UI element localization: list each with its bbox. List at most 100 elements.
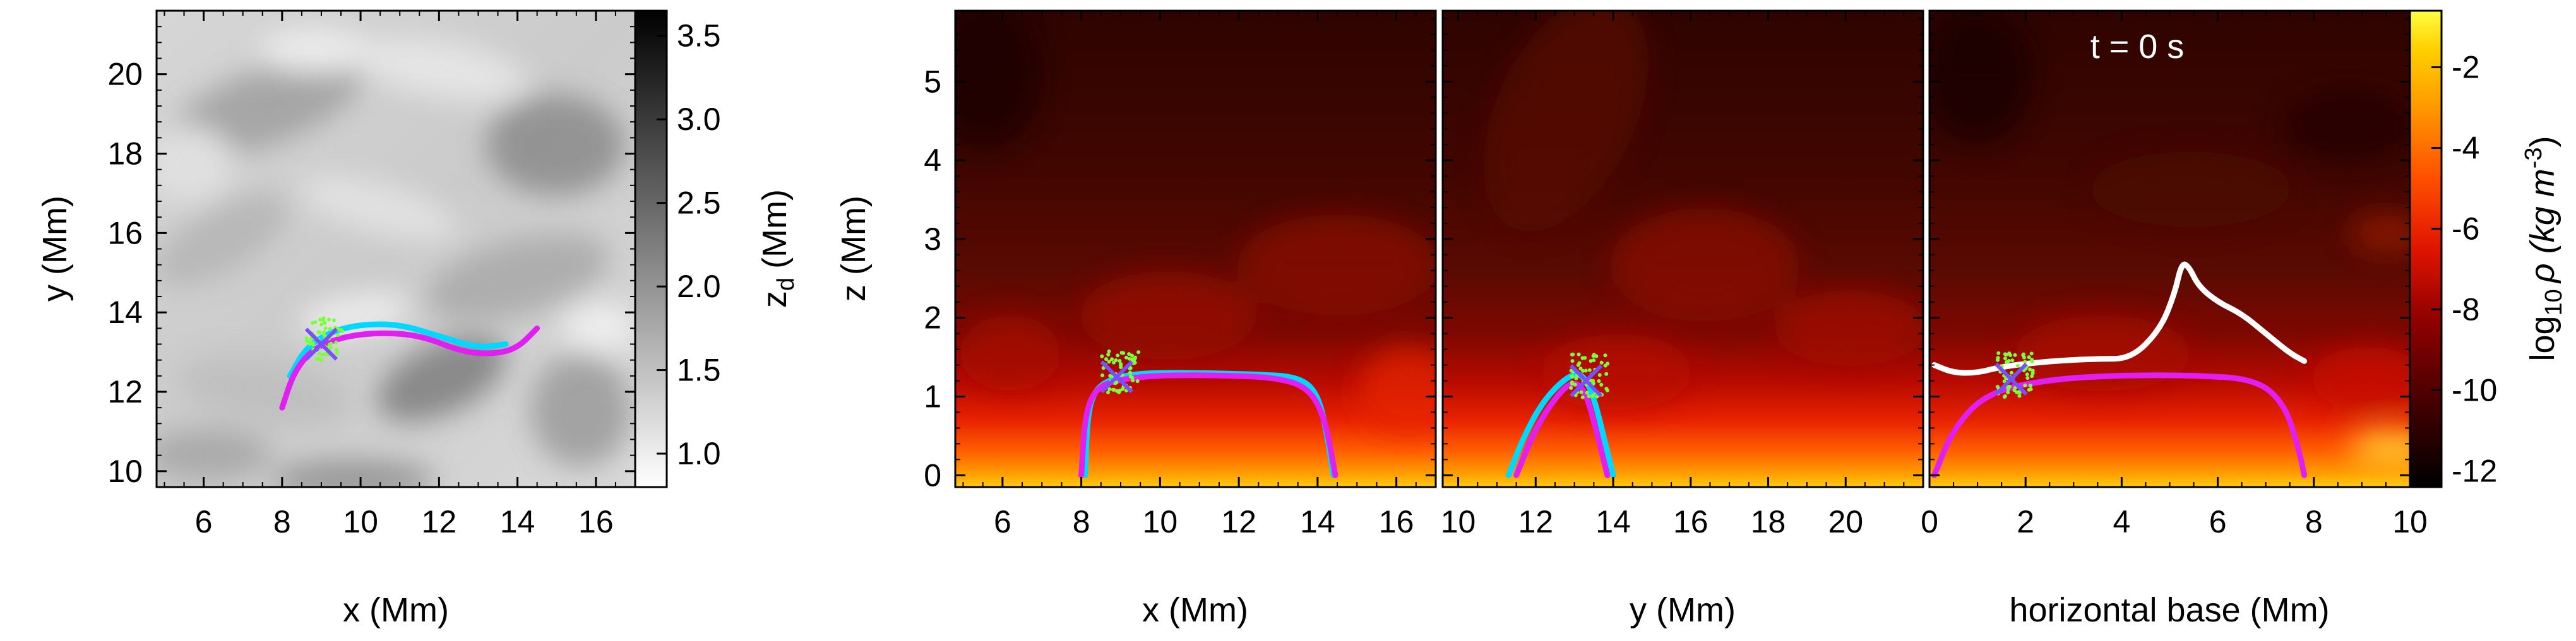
- colorbar-tick-label: -6: [2452, 211, 2479, 247]
- particle-dot: [314, 356, 319, 361]
- y-tick-label: 12: [107, 374, 143, 409]
- colorbar-tick-label: -10: [2452, 372, 2497, 408]
- particle-dot: [1128, 367, 1132, 371]
- colorbar-tick-label: 2.5: [677, 185, 721, 221]
- particle-dot: [2021, 352, 2025, 356]
- colorbar-tick-label: 3.5: [677, 18, 721, 54]
- particle-dot: [2023, 383, 2027, 387]
- particle-dot: [1570, 359, 1575, 363]
- particle-dot: [316, 330, 321, 334]
- particle-dot: [2017, 394, 2022, 398]
- p4-field-lines: [1931, 261, 2308, 478]
- particle-dot: [1996, 358, 2000, 362]
- particle-dot: [1119, 362, 1123, 367]
- x-tick-label: 10: [1441, 504, 1476, 539]
- particle-dot: [307, 342, 312, 346]
- x-tick-label: 10: [1143, 504, 1178, 539]
- x-tick-label: 8: [273, 504, 291, 539]
- panel-side-loop: t = 0 s: [1929, 11, 2410, 487]
- particle-dot: [2013, 353, 2017, 357]
- particle-dot: [1603, 353, 1607, 358]
- particle-dot: [2006, 390, 2010, 394]
- particle-dot: [1117, 390, 1121, 394]
- x-tick-label: 16: [1673, 504, 1708, 539]
- particle-dot: [1597, 379, 1601, 384]
- particle-dot: [1118, 358, 1122, 363]
- particle-dot: [2029, 387, 2033, 391]
- x-tick-label: 14: [500, 504, 535, 539]
- particle-dot: [2030, 374, 2034, 379]
- time-label: t = 0 s: [2090, 28, 2185, 66]
- particle-dot: [1589, 359, 1593, 363]
- particle-dot: [2023, 360, 2027, 364]
- particle-dot: [1599, 360, 1604, 365]
- x-tick-label: 20: [1828, 504, 1863, 539]
- particle-dot: [323, 320, 327, 325]
- x-tick-label: 12: [422, 504, 457, 539]
- particle-dot: [1110, 357, 1114, 362]
- x-tick-label: 12: [1221, 504, 1256, 539]
- p4-xlabel: horizontal base (Mm): [2009, 591, 2329, 629]
- colorbar-tick-label: 1.5: [677, 353, 721, 388]
- y-tick-label: 16: [107, 215, 143, 250]
- x-tick-label: 16: [1379, 504, 1414, 539]
- particle-dot: [1107, 349, 1111, 353]
- colorbar-zd-label: zd(Mm): [756, 189, 799, 308]
- p3-xlabel: y (Mm): [1630, 591, 1736, 629]
- particle-dot: [2010, 358, 2015, 363]
- particle-dot: [1570, 380, 1574, 385]
- field-line: [1505, 372, 1616, 478]
- y-tick-label: 2: [924, 300, 941, 336]
- particle-dot: [1569, 386, 1573, 391]
- particle-dot: [1585, 391, 1589, 395]
- p3-field-lines: [1505, 372, 1616, 478]
- particle-dot: [1135, 379, 1140, 384]
- particle-dot: [328, 327, 332, 331]
- panel-top-view: [157, 11, 635, 487]
- particle-dot: [1578, 367, 1583, 371]
- y-tick-label: 18: [107, 136, 143, 172]
- particle-dot: [1577, 361, 1582, 365]
- particle-dot: [2002, 379, 2007, 384]
- x-tick-label: 10: [2392, 504, 2428, 539]
- particle-dot: [318, 317, 323, 322]
- particle-dot: [304, 336, 309, 340]
- particle-dot: [334, 340, 338, 344]
- particle-dot: [1127, 356, 1131, 361]
- particle-dot: [2015, 363, 2020, 368]
- particle-dot: [1581, 368, 1585, 373]
- particle-dot: [1119, 351, 1124, 355]
- x-tick-label: 14: [1595, 504, 1631, 539]
- particle-dot: [335, 348, 339, 352]
- particle-dot: [320, 352, 325, 356]
- particle-dot: [2006, 387, 2010, 391]
- p1-xlabel: x (Mm): [343, 591, 449, 629]
- particle-dot: [1571, 352, 1575, 356]
- particle-dot: [331, 318, 336, 322]
- y-tick-label: 20: [107, 57, 143, 92]
- panel-side-y: [1443, 11, 1923, 487]
- x-tick-label: 6: [2209, 504, 2227, 539]
- particle-dot: [2029, 351, 2034, 356]
- particle-dot: [318, 351, 322, 356]
- y-tick-label: 14: [107, 295, 143, 330]
- field-line: [1078, 372, 1339, 478]
- particle-dot: [1603, 363, 1607, 368]
- x-tick-label: 4: [2113, 504, 2130, 539]
- p4-ticks: 0 2 4 6 8 10: [1921, 11, 2428, 539]
- particle-dot: [323, 326, 328, 331]
- particle-dot: [2003, 352, 2007, 356]
- p2-field-lines: [1078, 370, 1339, 478]
- particle-dot: [1104, 357, 1109, 362]
- p1-field-lines: [279, 321, 540, 411]
- particle-dot: [1112, 387, 1116, 392]
- particle-dot: [2025, 372, 2029, 377]
- particle-dot: [1116, 353, 1120, 358]
- particle-dot: [1604, 372, 1609, 376]
- field-line: [1931, 261, 2308, 376]
- colorbar-tick-label: 3.0: [677, 102, 721, 137]
- colorbar-density-ticks: -12 -10 -8 -6 -4 -2: [2431, 50, 2497, 488]
- particle-dot: [304, 339, 309, 343]
